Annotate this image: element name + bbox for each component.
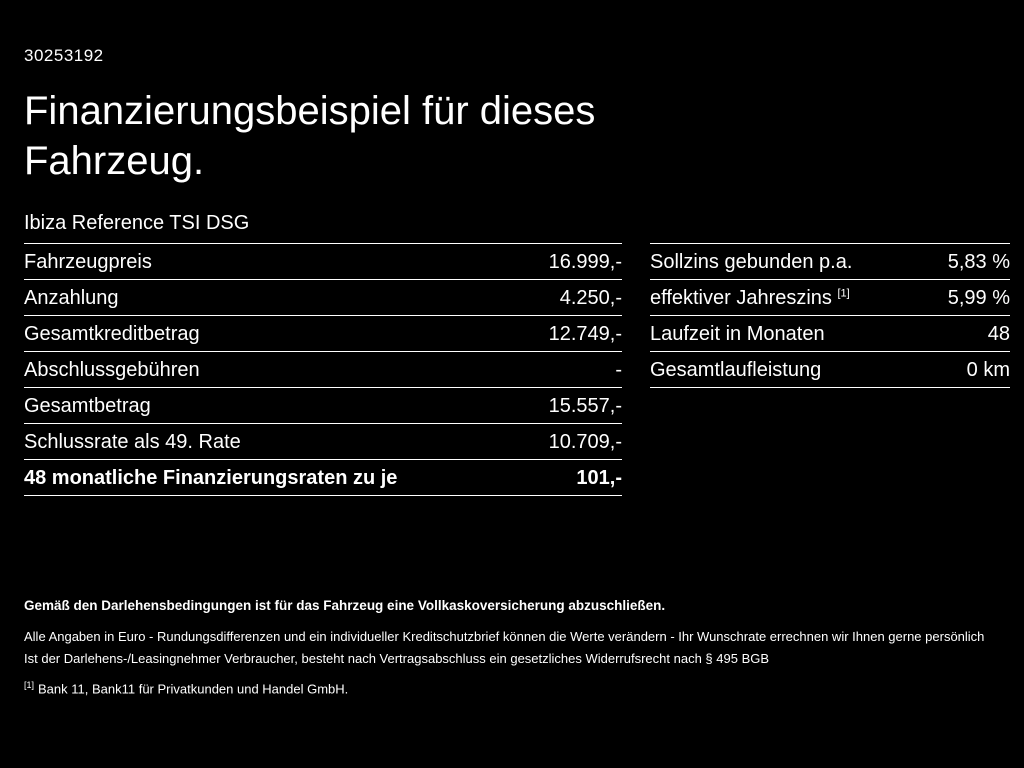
page-title: Finanzierungsbeispiel für dieses Fahrzeu… bbox=[24, 86, 595, 186]
row-value: 5,83 % bbox=[947, 250, 1010, 273]
row-value: 48 bbox=[987, 322, 1010, 345]
footnote-line-1: Alle Angaben in Euro - Rundungsdifferenz… bbox=[24, 629, 985, 644]
row-value: 15.557,- bbox=[548, 394, 622, 417]
page-title-line1: Finanzierungsbeispiel für dieses bbox=[24, 89, 596, 133]
page-title-line2: Fahrzeug. bbox=[24, 139, 205, 183]
row-label: Schlussrate als 49. Rate bbox=[24, 430, 241, 453]
row-value: 101,- bbox=[576, 466, 622, 489]
financing-table-left: Fahrzeugpreis 16.999,- Anzahlung 4.250,-… bbox=[24, 243, 622, 496]
table-row: Laufzeit in Monaten 48 bbox=[650, 315, 1010, 351]
table-row: Schlussrate als 49. Rate 10.709,- bbox=[24, 423, 622, 459]
row-label: Gesamtbetrag bbox=[24, 394, 151, 417]
footnote-ref-marker: [1] bbox=[24, 680, 35, 690]
footnote-line-2: Ist der Darlehens-/Leasingnehmer Verbrau… bbox=[24, 651, 770, 666]
table-row: Abschlussgebühren - bbox=[24, 351, 622, 387]
footnote-ref-text: Bank 11, Bank11 für Privatkunden und Han… bbox=[38, 681, 349, 697]
financing-table-right: Sollzins gebunden p.a. 5,83 % effektiver… bbox=[650, 243, 1010, 388]
row-value: 5,99 % bbox=[947, 286, 1010, 309]
row-value: 12.749,- bbox=[548, 322, 622, 345]
footnote-marker: [1] bbox=[837, 286, 850, 299]
table-row-monthly-rate: 48 monatliche Finanzierungsraten zu je 1… bbox=[24, 459, 622, 495]
row-label: 48 monatliche Finanzierungsraten zu je bbox=[24, 466, 398, 489]
insurance-requirement-note: Gemäß den Darlehensbedingungen ist für d… bbox=[24, 598, 666, 613]
row-label: Sollzins gebunden p.a. bbox=[650, 250, 853, 273]
row-value: 4.250,- bbox=[559, 286, 622, 309]
table-row: Gesamtkreditbetrag 12.749,- bbox=[24, 315, 622, 351]
table-row: effektiver Jahreszins [1] 5,99 % bbox=[650, 279, 1010, 315]
row-value: 10.709,- bbox=[548, 430, 622, 453]
footnotes-section: Gemäß den Darlehensbedingungen ist für d… bbox=[24, 598, 1000, 696]
row-label: Fahrzeugpreis bbox=[24, 250, 152, 273]
table-row: Gesamtlaufleistung 0 km bbox=[650, 351, 1010, 387]
row-value: 16.999,- bbox=[548, 250, 622, 273]
table-row: Gesamtbetrag 15.557,- bbox=[24, 387, 622, 423]
row-label: Gesamtkreditbetrag bbox=[24, 322, 200, 345]
row-label: Gesamtlaufleistung bbox=[650, 358, 822, 381]
table-row: Sollzins gebunden p.a. 5,83 % bbox=[650, 243, 1010, 279]
table-row: Anzahlung 4.250,- bbox=[24, 279, 622, 315]
row-label: Laufzeit in Monaten bbox=[650, 322, 825, 345]
row-value: 0 km bbox=[966, 358, 1010, 381]
vehicle-id-number: 30253192 bbox=[24, 46, 104, 65]
vehicle-model-name: Ibiza Reference TSI DSG bbox=[24, 212, 250, 234]
row-value: - bbox=[615, 358, 622, 381]
row-label: Anzahlung bbox=[24, 286, 119, 309]
table-row: Fahrzeugpreis 16.999,- bbox=[24, 243, 622, 279]
row-label: Abschlussgebühren bbox=[24, 358, 200, 381]
bank-footnote: [1] Bank 11, Bank11 für Privatkunden und … bbox=[24, 680, 1000, 696]
row-label: effektiver Jahreszins [1] bbox=[650, 286, 850, 309]
